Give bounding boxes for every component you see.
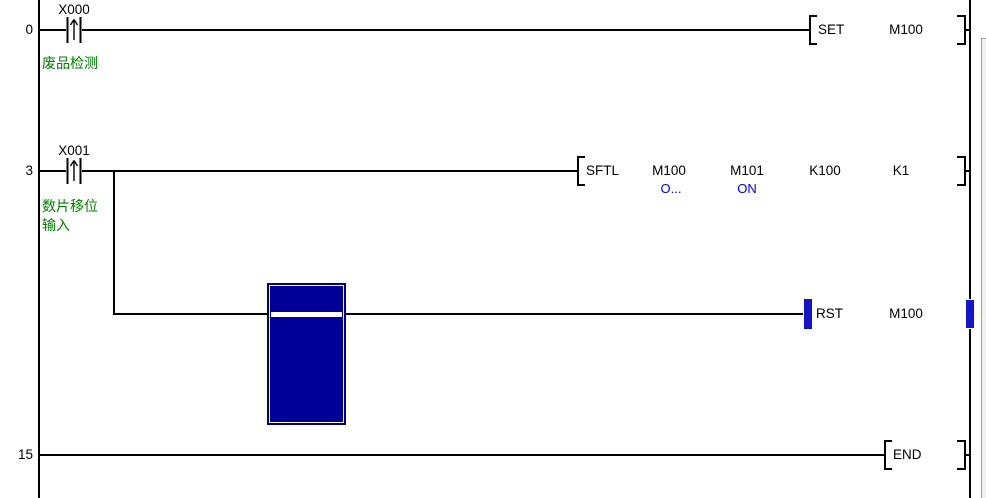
rung3-bracket-stub (966, 454, 970, 456)
energized-close-bracket-icon (965, 299, 975, 329)
rung1-monitor-value1: O... (660, 181, 682, 196)
rung1-bracket-stub (966, 170, 970, 172)
rung3-instruction-label: END (893, 447, 922, 462)
branch-line (113, 170, 115, 315)
energized-open-bracket-icon (803, 298, 813, 330)
left-power-rail (38, 0, 40, 498)
rung1-operand3: K100 (809, 163, 841, 178)
step-number-0: 0 (25, 22, 33, 37)
rung2-line (113, 313, 804, 315)
rung1-contact[interactable] (66, 157, 82, 185)
rung1-operand1: M100 (652, 163, 686, 178)
rung2-instruction-label: RST (816, 306, 843, 321)
rung1-operand2: M101 (730, 163, 764, 178)
rung0-contact-label: X000 (58, 2, 90, 17)
selection-cursor[interactable] (267, 283, 346, 425)
rung0-bracket-stub (966, 29, 970, 31)
rung3-line (40, 454, 886, 456)
rising-edge-contact-icon (66, 17, 82, 43)
rung1-instruction-label: SFTL (586, 163, 620, 178)
rising-edge-contact-icon (66, 158, 82, 184)
step-number-15: 15 (17, 447, 33, 462)
open-bracket-icon (809, 15, 817, 45)
rung1-comment-line1[interactable]: 数片移位 (42, 198, 98, 214)
close-bracket-icon (957, 15, 966, 45)
rung0-instruction-label: SET (818, 22, 845, 37)
rung1-line (40, 170, 578, 172)
adjacent-window-corner (981, 38, 986, 39)
open-bracket-icon (577, 156, 585, 186)
adjacent-window-panel (982, 39, 986, 498)
rung1-contact-label: X001 (58, 143, 90, 158)
energized-bracket-notch (975, 312, 978, 316)
step-number-3: 3 (25, 163, 33, 178)
adjacent-window-edge (981, 38, 982, 498)
rung2-operand1: M100 (889, 306, 923, 321)
open-bracket-icon (884, 440, 892, 470)
rung1-operand4: K1 (892, 163, 910, 178)
rung0-line (40, 29, 811, 31)
rung0-operand1: M100 (889, 22, 923, 37)
right-power-rail (969, 0, 971, 498)
rung1-comment-line2[interactable]: 输入 (42, 217, 70, 233)
close-bracket-icon (957, 156, 966, 186)
rung0-comment[interactable]: 废品检测 (42, 55, 98, 71)
rung1-monitor-value2: ON (737, 181, 757, 196)
rung0-contact[interactable] (66, 16, 82, 44)
close-bracket-icon (957, 440, 966, 470)
selection-cursor-line-gap (271, 312, 342, 317)
